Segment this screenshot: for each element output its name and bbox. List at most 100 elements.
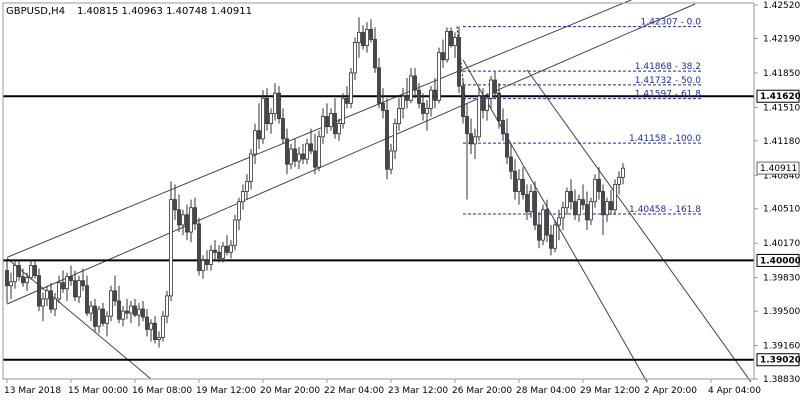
bear-candle xyxy=(85,285,89,314)
fibonacci-level-label: 1.40458 - 161.8 xyxy=(629,205,701,215)
time-tick-label: 26 Mar 20:00 xyxy=(452,386,512,396)
bull-candle xyxy=(557,217,561,226)
bull-candle xyxy=(489,79,493,99)
bull-candle xyxy=(77,280,81,298)
bull-candle xyxy=(317,136,321,168)
fibonacci-level-label: 1.41732 - 50.0 xyxy=(635,76,701,86)
bear-candle xyxy=(145,316,149,330)
bear-candle xyxy=(549,234,553,249)
bear-candle xyxy=(505,133,509,158)
bull-candle xyxy=(209,249,213,265)
bull-candle xyxy=(425,108,429,114)
price-tick-label: 1.41850 xyxy=(763,69,800,79)
ascending-channel-line-0 xyxy=(6,0,633,258)
bull-candle xyxy=(221,245,225,259)
bull-candle xyxy=(529,191,533,213)
level-price-tag xyxy=(756,353,800,367)
time-tick-label: 28 Mar 04:00 xyxy=(516,386,576,396)
bull-candle xyxy=(337,123,341,135)
bear-candle xyxy=(257,130,261,140)
fibonacci-level-label: 1.41597 - 61.8 xyxy=(635,90,701,100)
level-price-tag xyxy=(756,253,800,267)
price-tick-label: 1.39830 xyxy=(763,274,800,284)
price-tick-label: 1.41510 xyxy=(763,103,800,113)
bear-candle xyxy=(609,201,613,211)
bull-candle xyxy=(245,180,249,192)
bull-candle xyxy=(329,113,333,128)
bear-candle xyxy=(5,270,9,287)
bull-candle xyxy=(593,178,597,203)
bull-candle xyxy=(589,201,593,221)
bull-candle xyxy=(201,260,205,271)
bear-candle xyxy=(533,191,537,226)
bull-candle xyxy=(25,277,29,284)
bull-candle xyxy=(137,308,141,316)
bull-candle xyxy=(349,72,353,104)
bull-candle xyxy=(149,322,153,330)
bull-candle xyxy=(157,337,161,340)
level-price-tag xyxy=(756,89,800,103)
bull-candle xyxy=(269,113,273,125)
bull-candle xyxy=(393,123,397,152)
bear-candle xyxy=(309,143,313,152)
bull-candle xyxy=(445,30,449,61)
bull-candle xyxy=(429,89,433,109)
bull-candle xyxy=(121,310,125,320)
fibonacci-level-label: 1.41158 - 100.0 xyxy=(629,134,701,144)
time-tick-label: 13 Mar 2018 xyxy=(4,386,61,396)
bull-candle xyxy=(341,97,345,125)
bear-candle xyxy=(69,276,73,282)
bear-candle xyxy=(597,178,601,192)
bear-candle xyxy=(37,275,41,307)
bull-candle xyxy=(485,97,489,111)
bear-candle xyxy=(49,290,53,310)
bear-candle xyxy=(17,265,21,278)
bull-candle xyxy=(621,167,625,178)
bear-candle xyxy=(33,265,37,277)
bear-candle xyxy=(173,199,177,211)
bear-candle xyxy=(153,322,157,340)
bear-candle xyxy=(525,194,529,213)
bear-candle xyxy=(73,280,77,298)
bull-candle xyxy=(53,298,57,310)
descending-channel-line-0 xyxy=(526,69,752,383)
bear-candle xyxy=(369,28,373,40)
bear-candle xyxy=(177,209,181,226)
price-axis: 1.42520 1.42190 1.41850 1.41510 1.41180 1.408… xyxy=(754,1,800,385)
bear-candle xyxy=(101,308,105,324)
bull-candle xyxy=(261,97,265,140)
bear-candle xyxy=(113,290,117,302)
bull-candle xyxy=(613,184,617,211)
bull-candle xyxy=(253,130,257,155)
bull-candle xyxy=(181,214,185,226)
bull-candle xyxy=(237,201,241,221)
bull-candle xyxy=(401,95,405,109)
time-tick-label: 15 Mar 00:00 xyxy=(68,386,128,396)
bear-candle xyxy=(497,92,501,121)
bear-candle xyxy=(313,150,317,168)
bear-candle xyxy=(293,148,297,162)
time-axis: 13 Mar 2018 15 Mar 00:00 16 Mar 08:00 19 Ma… xyxy=(4,379,761,396)
bear-candle xyxy=(93,305,97,327)
bull-candle xyxy=(241,191,245,203)
bull-candle xyxy=(97,308,101,327)
bear-candle xyxy=(501,120,505,135)
bear-candle xyxy=(333,113,337,135)
level-price-tag-label: 1.39020 xyxy=(760,356,800,366)
bear-candle xyxy=(285,138,289,165)
bear-candle xyxy=(225,245,229,253)
time-tick-label: 22 Mar 04:00 xyxy=(324,386,384,396)
fibonacci-level-label: 1.42307 - 0.0 xyxy=(641,18,702,28)
price-tick-label: 1.42190 xyxy=(763,34,800,44)
bull-candle xyxy=(89,305,93,314)
bull-candle xyxy=(9,281,13,287)
bear-candle xyxy=(185,214,189,233)
bull-candle xyxy=(565,191,569,209)
price-tick-label: 1.38830 xyxy=(763,375,800,385)
bull-candle xyxy=(561,207,565,219)
price-tick-label: 1.40510 xyxy=(763,205,800,215)
price-tick-label: 1.39160 xyxy=(763,342,800,352)
bear-candle xyxy=(265,97,269,125)
bear-candle xyxy=(545,209,549,236)
